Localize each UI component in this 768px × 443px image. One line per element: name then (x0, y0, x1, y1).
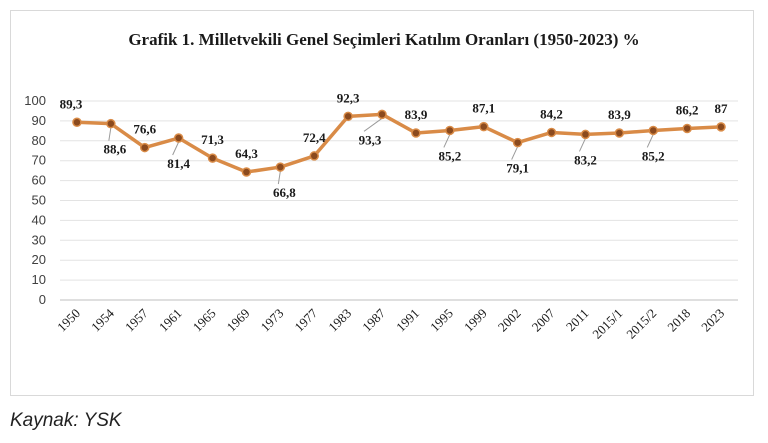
x-tick-label: 1965 (190, 306, 219, 335)
y-tick-label: 0 (39, 292, 46, 307)
chart-frame (10, 10, 754, 396)
y-tick-label: 40 (32, 212, 46, 227)
data-label: 76,6 (133, 122, 156, 137)
data-point (512, 137, 523, 148)
data-label-leader (363, 117, 383, 132)
x-tick-label: 2002 (495, 306, 524, 335)
data-label: 85,2 (438, 148, 461, 163)
x-tick-label: 2023 (698, 306, 727, 335)
data-point (241, 167, 252, 177)
data-label: 93,3 (359, 132, 382, 147)
data-label-leader (511, 146, 519, 160)
data-label: 71,3 (201, 132, 224, 147)
data-point (106, 118, 116, 129)
x-tick-label: 1954 (88, 305, 117, 334)
data-label: 66,8 (273, 185, 296, 200)
data-label: 89,3 (60, 96, 83, 111)
x-tick-label: 2015/1 (589, 306, 625, 342)
data-point (614, 128, 625, 138)
data-point (411, 128, 421, 138)
x-tick-label: 1977 (291, 305, 320, 334)
y-tick-label: 100 (24, 93, 46, 108)
source-note: Kaynak: YSK (10, 410, 122, 431)
x-tick-label: 2015/2 (623, 306, 659, 342)
x-tick-label: 1969 (224, 306, 253, 335)
x-tick-label: 1999 (461, 306, 490, 335)
x-tick-label: 1995 (427, 306, 456, 335)
data-label: 85,2 (642, 148, 665, 163)
data-label: 83,9 (608, 107, 631, 122)
data-point (72, 117, 82, 128)
y-tick-label: 10 (32, 272, 46, 287)
x-tick-label: 1950 (54, 306, 83, 335)
data-label-leader (277, 170, 281, 185)
data-label: 88,6 (103, 142, 126, 157)
x-tick-label: 2011 (563, 306, 592, 335)
data-label: 72,4 (303, 130, 326, 145)
data-label: 79,1 (506, 161, 529, 176)
data-label: 86,2 (676, 102, 699, 117)
chart-title: Grafik 1. Milletvekili Genel Seçimleri K… (128, 30, 640, 49)
data-label-leader (108, 127, 112, 141)
data-point (377, 109, 387, 120)
data-label: 87 (715, 101, 729, 116)
y-tick-label: 60 (32, 173, 46, 188)
y-tick-label: 50 (32, 193, 46, 208)
data-point (479, 121, 489, 132)
data-point (716, 122, 726, 132)
data-label: 84,2 (540, 106, 563, 121)
y-tick-label: 70 (32, 153, 46, 168)
data-label: 81,4 (167, 156, 190, 171)
y-tick-label: 80 (32, 133, 46, 148)
data-label: 64,3 (235, 146, 258, 161)
data-label-leader (172, 141, 180, 156)
data-label-leader (443, 134, 451, 148)
data-point (580, 129, 591, 140)
x-tick-label: 1973 (257, 306, 286, 335)
x-tick-label: 2018 (664, 306, 693, 335)
data-point (546, 127, 557, 138)
x-tick-label: 1957 (122, 305, 151, 334)
y-tick-label: 20 (32, 252, 46, 267)
data-label: 87,1 (472, 101, 495, 116)
x-tick-label: 2007 (529, 305, 558, 334)
data-point (173, 133, 184, 143)
data-label-leader (578, 138, 586, 152)
data-point (682, 123, 692, 134)
y-tick-label: 30 (32, 232, 46, 247)
x-tick-label: 1991 (393, 306, 422, 335)
data-point (309, 151, 319, 161)
x-tick-label: 1983 (325, 306, 354, 335)
data-label-leader (646, 134, 654, 148)
data-point (275, 162, 286, 172)
data-point (445, 125, 455, 136)
y-tick-label: 90 (32, 113, 46, 128)
data-label: 83,2 (574, 152, 597, 167)
data-point (140, 142, 150, 153)
x-tick-label: 1961 (156, 306, 185, 335)
series-line (76, 112, 722, 174)
data-point (648, 125, 658, 136)
x-tick-label: 1987 (359, 305, 388, 334)
data-point (343, 111, 353, 122)
data-label: 83,9 (405, 107, 428, 122)
data-point (207, 153, 218, 163)
data-label: 92,3 (337, 90, 360, 105)
